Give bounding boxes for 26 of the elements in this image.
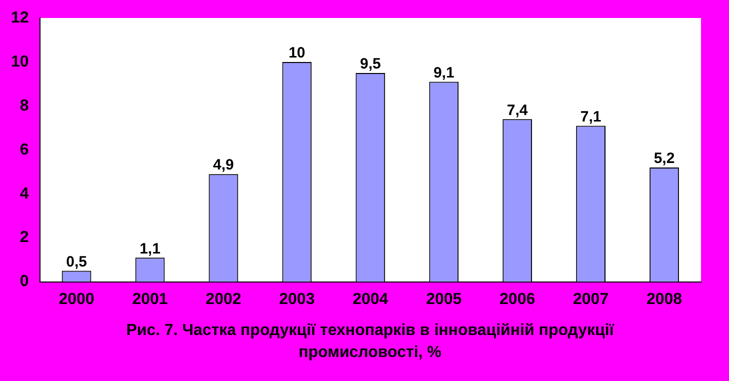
data-label: 7,1 xyxy=(580,108,602,126)
x-tick-label: 2004 xyxy=(352,290,388,308)
data-label: 4,9 xyxy=(213,156,234,174)
x-tick-label: 2008 xyxy=(646,290,682,308)
text: Рис. 7. Частка продукції технопарків в інноваційній продукції промисловості, % xyxy=(125,321,616,363)
y-tick-label: 2 xyxy=(20,229,29,246)
data-label: 9,1 xyxy=(433,64,454,82)
x-tick-label: 2006 xyxy=(500,290,536,308)
y-tick-label: 10 xyxy=(11,53,29,70)
x-tick-label: 2002 xyxy=(206,290,242,308)
y-tick-label: 6 xyxy=(20,141,29,158)
data-label: 10 xyxy=(288,44,306,62)
y-tick-label: 0 xyxy=(20,273,29,290)
x-tick-label: 2007 xyxy=(573,290,609,308)
x-tick-label: 2001 xyxy=(132,290,168,308)
x-tick-label: 2000 xyxy=(58,290,94,308)
y-tick-label: 8 xyxy=(20,97,29,114)
x-tick-label: 2003 xyxy=(279,290,315,308)
data-label: 5,2 xyxy=(654,150,675,168)
data-label: 7,4 xyxy=(506,102,528,119)
y-tick-label: 12 xyxy=(11,9,29,26)
x-tick-label: 2005 xyxy=(426,290,462,308)
data-label: 0,5 xyxy=(66,253,87,270)
data-label: 9,5 xyxy=(360,56,381,73)
y-tick-label: 4 xyxy=(20,185,29,202)
data-label: 1,1 xyxy=(140,240,160,258)
